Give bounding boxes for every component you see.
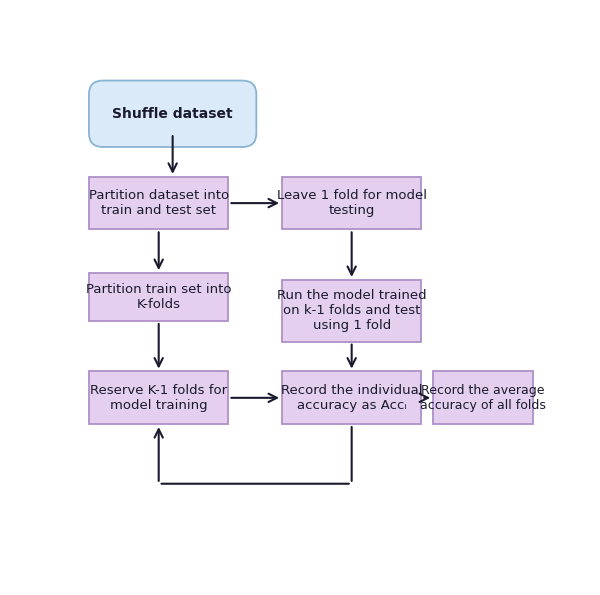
Text: Record the individual
accuracy as Accᵢ: Record the individual accuracy as Accᵢ	[281, 384, 422, 412]
FancyBboxPatch shape	[89, 80, 256, 147]
Text: Reserve K-1 folds for
model training: Reserve K-1 folds for model training	[90, 384, 227, 412]
Text: Run the model trained
on k-1 folds and test
using 1 fold: Run the model trained on k-1 folds and t…	[277, 289, 427, 332]
FancyBboxPatch shape	[433, 371, 533, 424]
Text: Record the average
accuracy of all folds: Record the average accuracy of all folds	[420, 384, 546, 412]
FancyBboxPatch shape	[89, 177, 229, 230]
Text: Leave 1 fold for model
testing: Leave 1 fold for model testing	[277, 189, 427, 217]
Text: Partition dataset into
train and test set: Partition dataset into train and test se…	[89, 189, 229, 217]
FancyBboxPatch shape	[282, 280, 421, 342]
FancyBboxPatch shape	[282, 177, 421, 230]
FancyBboxPatch shape	[89, 371, 229, 424]
Text: Shuffle dataset: Shuffle dataset	[112, 107, 233, 121]
FancyBboxPatch shape	[89, 273, 229, 321]
FancyBboxPatch shape	[282, 371, 421, 424]
Text: Partition train set into
K-folds: Partition train set into K-folds	[86, 283, 232, 311]
